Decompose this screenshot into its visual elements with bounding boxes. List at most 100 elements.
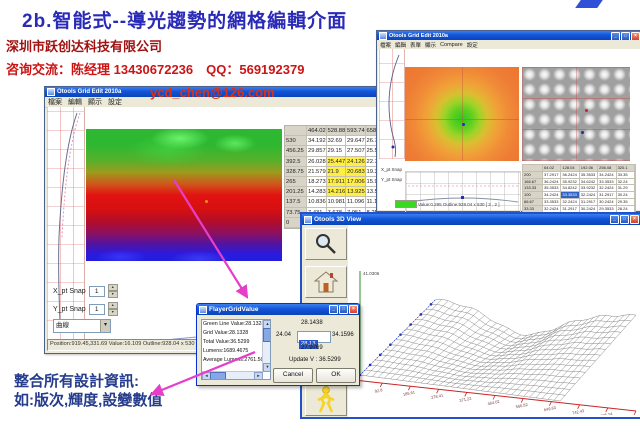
table-cell[interactable]: 34.2424 (598, 171, 617, 179)
table-cell[interactable]: 33.9232 (579, 185, 599, 193)
table-cell[interactable]: 10.836 (307, 197, 327, 208)
title-bar[interactable]: FlayerGridValue (197, 304, 359, 315)
table-cell[interactable]: 32.2424 (579, 192, 599, 199)
menu-item[interactable]: 編輯 (395, 42, 407, 49)
scroll-right-icon[interactable]: ► (254, 372, 263, 379)
profile-curve-panel (47, 107, 85, 340)
maximize-button[interactable] (339, 305, 348, 314)
home-view-button[interactable] (305, 266, 347, 298)
table-cell[interactable]: 24.126 (346, 156, 366, 167)
cancel-button[interactable]: Cancel (273, 368, 313, 383)
table-cell[interactable]: 30.24 (616, 192, 635, 199)
menu-item[interactable]: Compare (440, 41, 463, 48)
edit-mode-dropdown[interactable]: 曲線 (53, 319, 111, 333)
table-cell[interactable]: 30.2424 (598, 198, 617, 206)
table-cell[interactable]: 35.3533 (579, 171, 599, 179)
table-cell[interactable]: 26.028 (307, 156, 327, 167)
table-cell[interactable]: 29.15 (326, 146, 346, 157)
menu-item[interactable]: 表單 (410, 42, 422, 49)
table-cell[interactable]: 33.35 (616, 171, 635, 179)
title-bar[interactable]: Otools Grid Edit 2010a (377, 31, 640, 40)
title-bar[interactable]: Otools 3D View (302, 214, 640, 225)
table-cell[interactable]: 35.3533 (543, 185, 562, 193)
running-man-icon (317, 386, 335, 413)
minimize-button[interactable] (610, 215, 619, 224)
title-bar[interactable]: Otools Grid Edit 2010a (45, 87, 387, 97)
minimize-button[interactable] (329, 305, 338, 314)
close-button[interactable] (349, 305, 358, 314)
scrollbar-thumb[interactable] (263, 328, 270, 342)
table-cell[interactable]: 32.69 (326, 136, 346, 147)
table-cell[interactable]: 13.925 (346, 187, 366, 198)
y-snap-spinner[interactable]: ▲ ▼ (107, 302, 118, 316)
table-cell[interactable]: 33.3533 (598, 178, 617, 186)
table-cell[interactable]: 17.006 (346, 176, 366, 188)
maximize-button[interactable] (621, 32, 630, 40)
table-cell[interactable]: 11.096 (346, 197, 366, 208)
messenger-button[interactable] (305, 382, 347, 416)
value-list-item[interactable]: Average Lumens:2761.5062 (203, 357, 270, 363)
menu-item[interactable]: 顯示 (88, 99, 102, 106)
table-cell[interactable]: 32.24 (616, 178, 635, 186)
y-snap-input[interactable]: 1 (88, 303, 105, 315)
table-cell[interactable]: 29.35 (616, 198, 635, 206)
menu-item[interactable]: 設定 (108, 99, 122, 106)
horizontal-scrollbar[interactable]: ◄ ► (202, 371, 263, 379)
table-cell[interactable]: 32.2424 (561, 198, 580, 206)
table-cell[interactable]: 34.2424 (543, 192, 562, 199)
zoom-tool-button[interactable] (305, 228, 347, 260)
value-list-item[interactable]: Lumens:1689.4675 (203, 348, 249, 354)
scroll-down-icon[interactable]: ▼ (263, 363, 270, 372)
table-cell[interactable]: 36.2424 (543, 178, 562, 186)
table-cell[interactable]: 37.2917 (543, 171, 562, 179)
table-cell[interactable]: 36.2424 (561, 171, 580, 179)
value-list-item[interactable]: Green Line Value:28.1328 (203, 321, 265, 327)
table-cell[interactable]: 29.647 (346, 136, 366, 147)
x-snap-input[interactable]: 1 (88, 285, 105, 297)
table-cell[interactable]: 34.6242 (579, 178, 599, 186)
menu-item[interactable]: 編輯 (68, 99, 82, 106)
table-cell[interactable]: 10.981 (326, 197, 346, 208)
table-cell[interactable]: 20.683 (346, 166, 366, 177)
table-cell[interactable]: 31.29 (616, 185, 635, 193)
dot-pattern-map[interactable] (522, 67, 630, 161)
menu-item[interactable]: 設定 (466, 42, 478, 49)
luminance-heatmap[interactable] (86, 129, 282, 261)
close-button[interactable] (631, 32, 640, 40)
table-cell[interactable]: 21.579 (307, 166, 327, 177)
maximize-button[interactable] (620, 215, 629, 224)
table-cell[interactable]: 29.857 (307, 146, 327, 157)
luminance-map[interactable] (405, 67, 519, 161)
ok-button[interactable]: OK (316, 368, 356, 383)
table-cell[interactable]: 34.192 (307, 136, 327, 147)
table-cell[interactable]: 14.283 (307, 187, 327, 198)
x-snap-spinner[interactable]: ▲ ▼ (107, 284, 118, 298)
close-button[interactable] (630, 215, 639, 224)
table-cell[interactable]: 32.2424 (598, 185, 617, 193)
menu-item[interactable]: 檔案 (380, 42, 392, 49)
vertical-scrollbar[interactable]: ▲ ▼ (262, 320, 270, 372)
menu-item[interactable]: 顯示 (425, 42, 437, 49)
table-cell[interactable]: 27.507 (346, 146, 366, 157)
table-cell[interactable]: 18.273 (307, 176, 327, 188)
value-list[interactable]: Green Line Value:28.1328 Grid Value:28.13… (201, 319, 271, 380)
menu-item[interactable]: 檔案 (48, 99, 62, 106)
grid-value-input[interactable]: 28.13 (297, 331, 331, 349)
table-cell[interactable]: 34.6242 (561, 185, 580, 193)
trend-canvas[interactable]: 64.02 128.04 192.06 256.08 320.1 200 37.2917 36… (378, 49, 640, 221)
table-cell[interactable]: 31.2917 (579, 198, 599, 206)
value-list-item[interactable]: Total Value:36.5299 (203, 339, 250, 345)
table-cell[interactable]: 17.911 (326, 176, 346, 188)
table-cell[interactable]: 35.9232 (561, 178, 580, 186)
value-list-item[interactable]: Grid Value:28.1328 (203, 330, 249, 336)
table-cell[interactable]: 31.2917 (598, 192, 617, 199)
y-snap-label: Y_pt Snap (381, 177, 403, 182)
table-cell[interactable]: 33.3533 (561, 192, 580, 199)
scrollbar-thumb[interactable] (210, 372, 226, 379)
table-cell[interactable]: 21.9 (326, 166, 346, 177)
view-3d-canvas[interactable]: 41.0306 92.8 185.61 278.41 371.22 464.02 556.8… (348, 225, 640, 422)
table-cell[interactable]: 14.216 (326, 187, 346, 198)
table-cell[interactable]: 25.447 (326, 156, 346, 167)
minimize-button[interactable] (611, 32, 620, 40)
table-cell[interactable]: 33.3533 (543, 198, 562, 206)
